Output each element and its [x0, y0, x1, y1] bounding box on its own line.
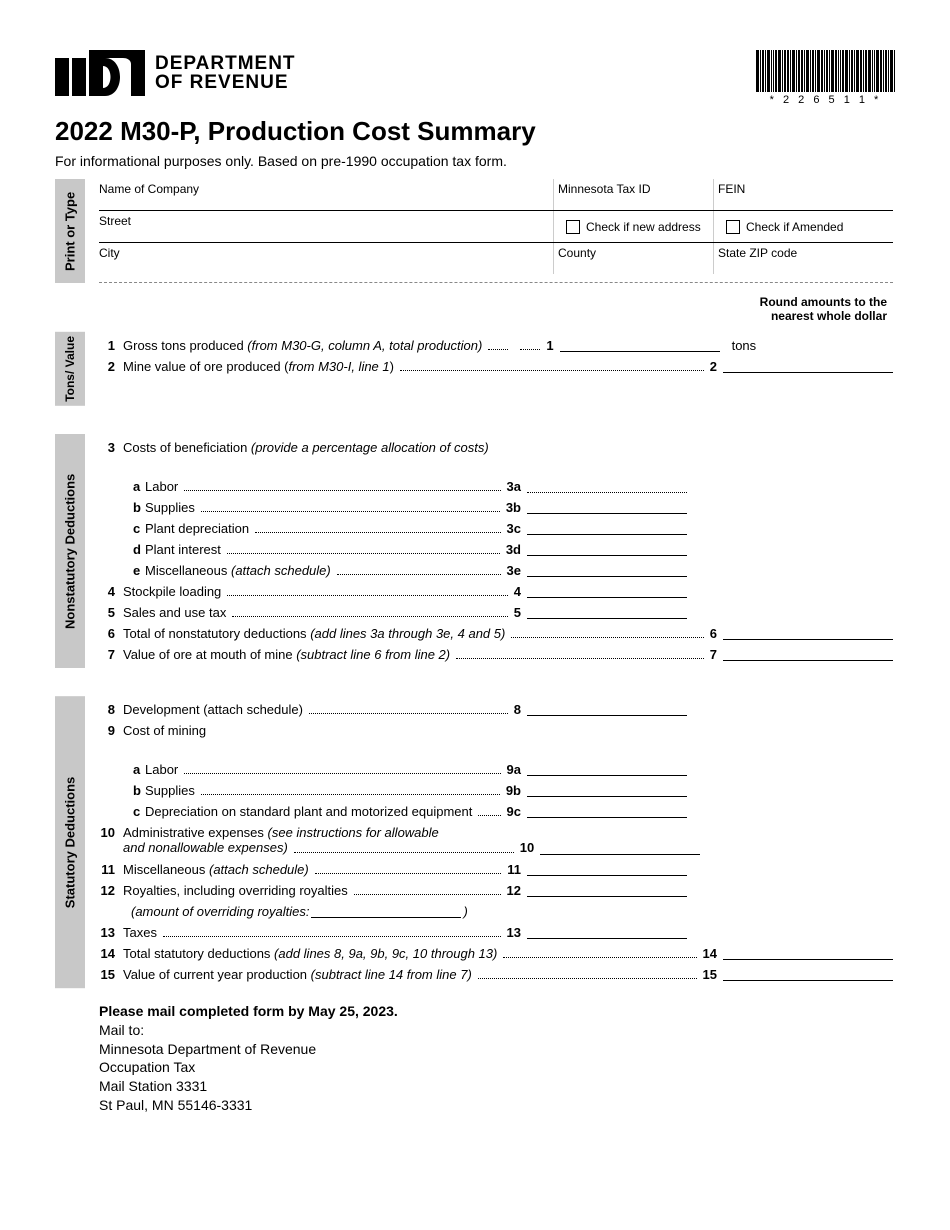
- page-title: 2022 M30-P, Production Cost Summary: [55, 116, 895, 147]
- field-company[interactable]: Name of Company: [99, 179, 553, 210]
- round-note-l1: Round amounts to the: [55, 295, 887, 309]
- line-10: 10 Administrative expenses (see instruct…: [99, 825, 893, 856]
- logo-block: DEPARTMENT OF REVENUE: [55, 50, 296, 96]
- input-line-3c[interactable]: [527, 534, 687, 535]
- input-line-6[interactable]: [723, 639, 893, 640]
- field-statezip[interactable]: State ZIP code: [713, 243, 893, 274]
- line-4: 4 Stockpile loading 4: [99, 584, 893, 599]
- line-12: 12 Royalties, including overriding royal…: [99, 883, 893, 898]
- line-14: 14 Total statutory deductions (add lines…: [99, 946, 893, 961]
- round-note-l2: nearest whole dollar: [55, 309, 887, 323]
- print-section: Print or Type Name of Company Minnesota …: [55, 179, 895, 283]
- line-9c: c Depreciation on standard plant and mot…: [99, 804, 893, 819]
- field-street[interactable]: Street: [99, 211, 553, 242]
- line-11: 11 Miscellaneous (attach schedule) 11: [99, 862, 893, 877]
- input-line-3d[interactable]: [527, 555, 687, 556]
- check-amended[interactable]: Check if Amended: [713, 211, 893, 242]
- print-fields: Name of Company Minnesota Tax ID FEIN St…: [85, 179, 895, 283]
- input-line-11[interactable]: [527, 875, 687, 876]
- checkbox-icon[interactable]: [566, 220, 580, 234]
- logo-text: DEPARTMENT OF REVENUE: [155, 54, 296, 92]
- line-3b: b Supplies 3b: [99, 500, 893, 515]
- stat-section: Statutory Deductions 8 Development (atta…: [55, 696, 895, 988]
- barcode-block: * 2 2 6 5 1 1 *: [756, 50, 895, 106]
- mail-to-label: Mail to:: [99, 1021, 895, 1040]
- check-new-label: Check if new address: [586, 220, 701, 234]
- input-line-9a[interactable]: [527, 775, 687, 776]
- line-7: 7 Value of ore at mouth of mine (subtrac…: [99, 647, 893, 662]
- mail-l3: Mail Station 3331: [99, 1077, 895, 1096]
- input-line-1[interactable]: [560, 351, 720, 352]
- line-3e: e Miscellaneous (attach schedule) 3e: [99, 563, 893, 578]
- check-amended-label: Check if Amended: [746, 220, 843, 234]
- checkbox-icon[interactable]: [726, 220, 740, 234]
- line-9b: b Supplies 9b: [99, 783, 893, 798]
- input-line-3a[interactable]: [527, 492, 687, 493]
- input-line-14[interactable]: [723, 959, 893, 960]
- line-3d: d Plant interest 3d: [99, 542, 893, 557]
- nonstat-section: Nonstatutory Deductions 3 Costs of benef…: [55, 434, 895, 668]
- mail-l2: Occupation Tax: [99, 1058, 895, 1077]
- mail-block: Please mail completed form by May 25, 20…: [55, 1002, 895, 1115]
- check-new-address[interactable]: Check if new address: [553, 211, 713, 242]
- line-3c: c Plant depreciation 3c: [99, 521, 893, 536]
- field-taxid[interactable]: Minnesota Tax ID: [553, 179, 713, 210]
- barcode-icon: [756, 50, 895, 92]
- line-3: 3 Costs of beneficiation (provide a perc…: [99, 440, 893, 455]
- mn-logo-icon: [55, 50, 145, 96]
- barcode-text: * 2 2 6 5 1 1 *: [756, 94, 895, 106]
- input-line-2[interactable]: [723, 372, 893, 373]
- input-line-15[interactable]: [723, 980, 893, 981]
- field-fein[interactable]: FEIN: [713, 179, 893, 210]
- field-city[interactable]: City: [99, 243, 553, 274]
- sidebar-print: Print or Type: [55, 179, 85, 283]
- line-13: 13 Taxes 13: [99, 925, 893, 940]
- dashed-separator: [99, 282, 893, 283]
- input-line-9b[interactable]: [527, 796, 687, 797]
- line-5: 5 Sales and use tax 5: [99, 605, 893, 620]
- line-8: 8 Development (attach schedule) 8: [99, 702, 893, 717]
- input-line-3e[interactable]: [527, 576, 687, 577]
- mail-deadline: Please mail completed form by May 25, 20…: [99, 1002, 895, 1021]
- field-county[interactable]: County: [553, 243, 713, 274]
- line-15: 15 Value of current year production (sub…: [99, 967, 893, 982]
- line-2: 2 Mine value of ore produced (from M30-I…: [99, 359, 893, 374]
- input-line-5[interactable]: [527, 618, 687, 619]
- dept-line2: OF REVENUE: [155, 73, 296, 92]
- mail-l4: St Paul, MN 55146-3331: [99, 1096, 895, 1115]
- sidebar-tons: Tons/ Value: [55, 332, 85, 406]
- line-3a: a Labor 3a: [99, 479, 893, 494]
- line-9: 9 Cost of mining: [99, 723, 893, 738]
- input-line-12[interactable]: [527, 896, 687, 897]
- input-line-9c[interactable]: [527, 817, 687, 818]
- sidebar-stat: Statutory Deductions: [55, 696, 85, 988]
- input-line-12-override[interactable]: [311, 917, 461, 918]
- header-row: DEPARTMENT OF REVENUE * 2 2 6 5 1 1 *: [55, 50, 895, 106]
- input-line-7[interactable]: [723, 660, 893, 661]
- line-12-sub: (amount of overriding royalties: ): [99, 904, 893, 919]
- input-line-8[interactable]: [527, 715, 687, 716]
- tons-section: Tons/ Value 1 Gross tons produced (from …: [55, 332, 895, 406]
- dept-line1: DEPARTMENT: [155, 54, 296, 73]
- input-line-13[interactable]: [527, 938, 687, 939]
- input-line-3b[interactable]: [527, 513, 687, 514]
- mail-l1: Minnesota Department of Revenue: [99, 1040, 895, 1059]
- line-9a: a Labor 9a: [99, 762, 893, 777]
- subtitle: For informational purposes only. Based o…: [55, 153, 895, 169]
- input-line-4[interactable]: [527, 597, 687, 598]
- line-6: 6 Total of nonstatutory deductions (add …: [99, 626, 893, 641]
- sidebar-nonstat: Nonstatutory Deductions: [55, 434, 85, 668]
- round-note: Round amounts to the nearest whole dolla…: [55, 295, 887, 324]
- line-1: 1 Gross tons produced (from M30-G, colum…: [99, 338, 893, 353]
- input-line-10[interactable]: [540, 854, 700, 855]
